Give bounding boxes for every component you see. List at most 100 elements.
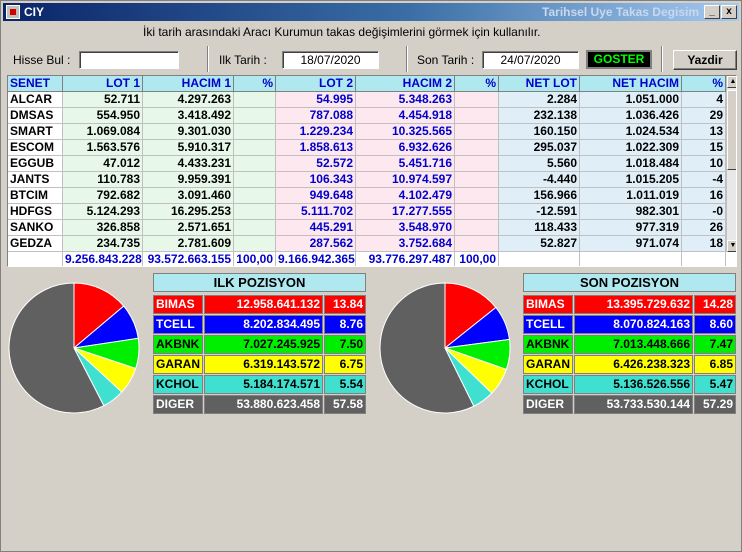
cell-lot1: 1.069.084 xyxy=(63,124,143,140)
stock-name: TCELL xyxy=(523,315,573,334)
col-header-pct2[interactable]: % xyxy=(455,76,499,92)
stock-value: 6.319.143.572 xyxy=(204,355,323,374)
minimize-icon[interactable]: _ xyxy=(704,5,720,19)
cell-pct2 xyxy=(455,220,499,236)
col-header-net-hacim[interactable]: NET HACIM xyxy=(580,76,682,92)
cell-pct3: 15 xyxy=(682,140,726,156)
app-icon[interactable] xyxy=(6,5,20,19)
stock-name: GARAN xyxy=(523,355,573,374)
stock-pct: 5.47 xyxy=(694,375,736,394)
cell-lot1: 234.735 xyxy=(63,236,143,252)
cell-lot2: 52.572 xyxy=(276,156,356,172)
close-icon[interactable]: x xyxy=(721,5,737,19)
stock-pct: 57.29 xyxy=(694,395,736,414)
cell-senet: BTCIM xyxy=(8,188,63,204)
table-row[interactable]: SMART 1.069.084 9.301.030 1.229.234 10.325.5… xyxy=(8,124,726,140)
goster-button[interactable]: GOSTER xyxy=(586,50,652,69)
table-row[interactable]: GEDZA 234.735 2.781.609 287.562 3.752.684 52.… xyxy=(8,236,726,252)
col-header-net-lot[interactable]: NET LOT xyxy=(499,76,580,92)
stock-value: 8.202.834.495 xyxy=(204,315,323,334)
cell-hacim2: 3.752.684 xyxy=(356,236,455,252)
cell-hacim1: 5.910.317 xyxy=(143,140,234,156)
stock-value: 8.070.824.163 xyxy=(574,315,693,334)
son-pozisyon-title: SON POZISYON xyxy=(523,273,736,292)
scroll-down-icon[interactable]: ▼ xyxy=(727,240,736,252)
total-pct2: 100,00 xyxy=(455,252,499,266)
stock-pct: 7.50 xyxy=(324,335,366,354)
table-row[interactable]: DMSAS 554.950 3.418.492 787.088 4.454.918 232… xyxy=(8,108,726,124)
position-row: GARAN 6.426.238.323 6.85 xyxy=(523,355,736,374)
col-header-lot2[interactable]: LOT 2 xyxy=(276,76,356,92)
stock-value: 12.958.641.132 xyxy=(204,295,323,314)
cell-net-lot: 160.150 xyxy=(499,124,580,140)
scroll-up-icon[interactable]: ▲ xyxy=(727,76,736,88)
cell-pct1 xyxy=(234,188,276,204)
total-lot2: 9.166.942.365 xyxy=(276,252,356,266)
col-header-hacim1[interactable]: HACIM 1 xyxy=(143,76,234,92)
cell-senet: DMSAS xyxy=(8,108,63,124)
grid-totals-row: 9.256.843.228 93.572.663.155 100,00 9.166.9… xyxy=(8,252,726,266)
table-row[interactable]: BTCIM 792.682 3.091.460 949.648 4.102.479 156… xyxy=(8,188,726,204)
col-header-senet[interactable]: SENET xyxy=(8,76,63,92)
cell-lot2: 1.858.613 xyxy=(276,140,356,156)
cell-lot1: 110.783 xyxy=(63,172,143,188)
cell-lot1: 554.950 xyxy=(63,108,143,124)
stock-value: 13.395.729.632 xyxy=(574,295,693,314)
stock-value: 53.880.623.458 xyxy=(204,395,323,414)
window-title: CIY xyxy=(24,5,45,19)
cell-net-lot: -4.440 xyxy=(499,172,580,188)
col-header-pct1[interactable]: % xyxy=(234,76,276,92)
cell-pct1 xyxy=(234,124,276,140)
position-row: TCELL 8.070.824.163 8.60 xyxy=(523,315,736,334)
son-tarih-field[interactable]: 24/07/2020 xyxy=(482,51,579,69)
table-row[interactable]: ALCAR 52.711 4.297.263 54.995 5.348.263 2.284… xyxy=(8,92,726,108)
grid-scrollbar[interactable]: ▲ ▼ xyxy=(726,76,736,252)
position-row: KCHOL 5.136.526.556 5.47 xyxy=(523,375,736,394)
cell-lot1: 792.682 xyxy=(63,188,143,204)
cell-hacim1: 3.091.460 xyxy=(143,188,234,204)
position-row: GARAN 6.319.143.572 6.75 xyxy=(153,355,366,374)
col-header-lot1[interactable]: LOT 1 xyxy=(63,76,143,92)
cell-pct2 xyxy=(455,156,499,172)
cell-pct2 xyxy=(455,172,499,188)
cell-net-hacim: 971.074 xyxy=(580,236,682,252)
stock-name: AKBNK xyxy=(523,335,573,354)
stock-value: 7.027.245.925 xyxy=(204,335,323,354)
cell-pct2 xyxy=(455,124,499,140)
yazdir-button[interactable]: Yazdir xyxy=(673,50,737,70)
grid-header-row: SENET LOT 1 HACIM 1 % LOT 2 HACIM 2 % NE… xyxy=(8,76,726,92)
hisse-bul-input[interactable] xyxy=(79,51,179,69)
title-bar[interactable]: CIY Tarihsel Uye Takas Degisim _ x xyxy=(3,3,739,21)
cell-lot1: 5.124.293 xyxy=(63,204,143,220)
cell-pct3: 18 xyxy=(682,236,726,252)
col-header-hacim2[interactable]: HACIM 2 xyxy=(356,76,455,92)
hisse-bul-label: Hisse Bul : xyxy=(13,53,71,67)
pie-slice-diger xyxy=(8,282,105,414)
cell-hacim2: 5.451.716 xyxy=(356,156,455,172)
table-row[interactable]: HDFGS 5.124.293 16.295.253 5.111.702 17.277.… xyxy=(8,204,726,220)
table-row[interactable]: JANTS 110.783 9.959.391 106.343 10.974.597 -4… xyxy=(8,172,726,188)
total-senet xyxy=(8,252,63,266)
cell-lot2: 1.229.234 xyxy=(276,124,356,140)
cell-senet: ESCOM xyxy=(8,140,63,156)
ilk-pozisyon-pie-chart xyxy=(8,282,140,414)
cell-pct2 xyxy=(455,188,499,204)
table-row[interactable]: ESCOM 1.563.576 5.910.317 1.858.613 6.932.62… xyxy=(8,140,726,156)
cell-net-lot: 295.037 xyxy=(499,140,580,156)
cell-pct1 xyxy=(234,108,276,124)
scroll-thumb[interactable] xyxy=(727,90,736,170)
table-row[interactable]: SANKO 326.858 2.571.651 445.291 3.548.970 118… xyxy=(8,220,726,236)
stock-pct: 7.47 xyxy=(694,335,736,354)
cell-hacim2: 10.974.597 xyxy=(356,172,455,188)
takas-grid[interactable]: SENET LOT 1 HACIM 1 % LOT 2 HACIM 2 % NE… xyxy=(7,75,737,267)
pie-slice-bimas xyxy=(73,282,125,350)
cell-pct3: -0 xyxy=(682,204,726,220)
cell-senet: GEDZA xyxy=(8,236,63,252)
cell-pct2 xyxy=(455,204,499,220)
cell-senet: HDFGS xyxy=(8,204,63,220)
ilk-tarih-field[interactable]: 18/07/2020 xyxy=(282,51,379,69)
col-header-pct3[interactable]: % xyxy=(682,76,726,92)
cell-net-lot: 2.284 xyxy=(499,92,580,108)
cell-net-hacim: 1.051.000 xyxy=(580,92,682,108)
table-row[interactable]: EGGUB 47.012 4.433.231 52.572 5.451.716 5.560… xyxy=(8,156,726,172)
